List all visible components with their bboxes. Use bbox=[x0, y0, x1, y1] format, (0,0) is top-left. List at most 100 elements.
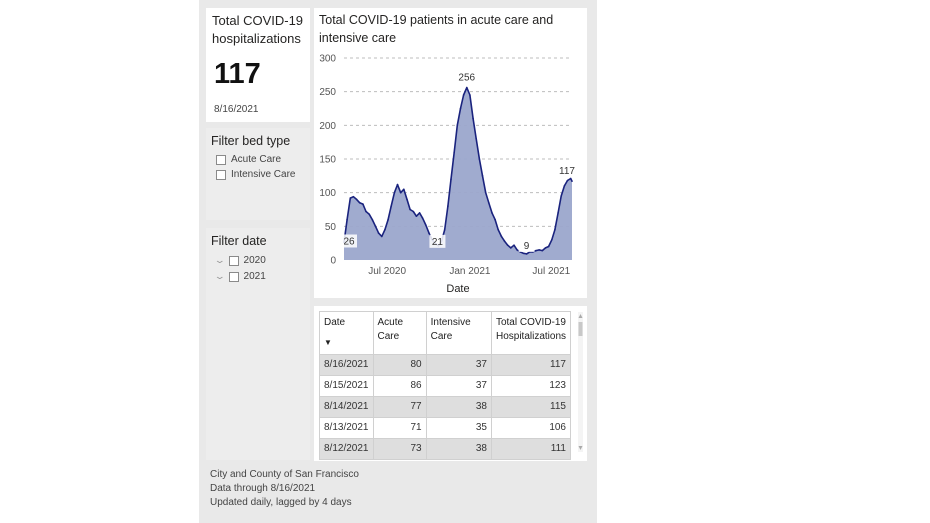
data-point bbox=[538, 249, 540, 251]
table-cell: 111 bbox=[490, 438, 572, 460]
footer-line: Data through 8/16/2021 bbox=[210, 483, 316, 494]
data-point bbox=[450, 178, 452, 180]
data-point bbox=[377, 232, 380, 234]
kpi-title: Total COVID-19 hospitalizations bbox=[212, 13, 304, 46]
chart-title: Total COVID-19 patients in acute care an… bbox=[319, 13, 554, 45]
data-point bbox=[349, 197, 352, 199]
y-tick-label: 250 bbox=[319, 87, 336, 98]
data-label: 21 bbox=[432, 237, 444, 248]
sort-descending-icon[interactable]: ▼ bbox=[324, 338, 332, 347]
data-point bbox=[494, 218, 496, 221]
column-header-date[interactable]: Date ▼ bbox=[319, 311, 374, 355]
table-cell: 73 bbox=[372, 438, 427, 460]
data-table: Date ▼ Acute Care Intensive Care Total C… bbox=[319, 311, 572, 460]
data-point bbox=[491, 212, 493, 214]
table-header-row: Date ▼ Acute Care Intensive Care Total C… bbox=[319, 311, 572, 355]
data-point bbox=[503, 240, 506, 242]
data-point bbox=[510, 247, 512, 249]
table-cell: 8/16/2021 bbox=[319, 354, 374, 376]
data-point bbox=[469, 94, 471, 96]
data-point bbox=[466, 86, 468, 89]
checkbox-icon[interactable] bbox=[228, 271, 239, 282]
filter-bed-type-title: Filter bed type bbox=[211, 134, 291, 148]
data-point bbox=[484, 191, 487, 194]
footer-notes: City and County of San Francisco Data th… bbox=[210, 468, 359, 510]
data-point bbox=[571, 180, 573, 182]
data-point bbox=[368, 213, 370, 215]
data-point bbox=[418, 212, 421, 214]
filter-option-acute-care[interactable]: Acute Care bbox=[216, 154, 281, 165]
chevron-down-icon[interactable]: ⌄ bbox=[213, 255, 226, 265]
data-label-bg bbox=[559, 164, 575, 178]
data-label: 117 bbox=[559, 166, 575, 177]
filter-bed-type-card: Filter bed type Acute Care Intensive Car… bbox=[206, 128, 310, 220]
checkbox-icon[interactable] bbox=[216, 169, 226, 180]
data-point bbox=[551, 239, 553, 241]
data-point bbox=[453, 151, 455, 154]
table-row[interactable]: 8/14/2021 77 38 115 bbox=[319, 396, 572, 418]
data-point bbox=[362, 203, 364, 205]
y-tick-label: 50 bbox=[325, 222, 337, 233]
table-row[interactable]: 8/12/2021 73 38 111 bbox=[319, 438, 572, 460]
table-cell: 38 bbox=[425, 438, 492, 460]
data-point bbox=[415, 215, 418, 217]
table-row[interactable]: 8/15/2021 86 37 123 bbox=[319, 375, 572, 397]
checkbox-icon[interactable] bbox=[228, 255, 239, 266]
scroll-thumb bbox=[578, 322, 583, 336]
column-header-total[interactable]: Total COVID-19 Hospitalizations bbox=[490, 311, 572, 355]
filter-option-label: 2021 bbox=[243, 271, 266, 282]
data-point bbox=[563, 185, 566, 187]
data-point bbox=[459, 107, 462, 110]
scroll-down-icon bbox=[578, 446, 583, 450]
data-point bbox=[352, 195, 355, 198]
data-point bbox=[443, 228, 446, 231]
data-point bbox=[560, 195, 562, 197]
data-point bbox=[544, 247, 547, 249]
chevron-down-icon[interactable]: ⌄ bbox=[213, 271, 226, 281]
table-cell: 71 bbox=[372, 417, 427, 439]
filter-option-intensive-care[interactable]: Intensive Care bbox=[216, 169, 295, 180]
column-header-acute-care[interactable]: Acute Care bbox=[372, 311, 427, 355]
filter-option-label: 2020 bbox=[243, 255, 266, 266]
table-scrollbar[interactable] bbox=[577, 312, 584, 452]
table-card: Date ▼ Acute Care Intensive Care Total C… bbox=[314, 306, 587, 461]
data-point bbox=[406, 198, 408, 201]
data-point bbox=[535, 249, 537, 252]
table-cell: 37 bbox=[425, 354, 492, 376]
data-point bbox=[547, 245, 550, 248]
filter-option-2020[interactable]: ⌄ 2020 bbox=[213, 255, 266, 266]
data-point bbox=[384, 228, 386, 231]
table-row[interactable]: 8/16/2021 80 37 117 bbox=[319, 354, 572, 376]
data-label-bg bbox=[518, 238, 535, 252]
data-point bbox=[456, 124, 459, 127]
data-point bbox=[478, 158, 481, 160]
data-point bbox=[393, 191, 396, 194]
table-cell: 80 bbox=[372, 354, 427, 376]
data-point bbox=[399, 191, 402, 194]
data-point bbox=[358, 202, 361, 204]
data-point bbox=[554, 228, 556, 231]
x-tick-label: Jul 2020 bbox=[368, 266, 406, 277]
table-row[interactable]: 8/13/2021 71 35 106 bbox=[319, 417, 572, 439]
y-tick-label: 0 bbox=[330, 256, 336, 267]
data-point bbox=[557, 212, 559, 214]
data-point bbox=[425, 224, 427, 226]
table-cell: 8/13/2021 bbox=[319, 417, 374, 439]
x-axis-label: Date bbox=[446, 283, 469, 295]
checkbox-icon[interactable] bbox=[216, 154, 226, 165]
table-cell: 8/14/2021 bbox=[319, 396, 374, 418]
data-point bbox=[428, 232, 430, 234]
column-header-label: Date bbox=[324, 317, 346, 328]
filter-option-2021[interactable]: ⌄ 2021 bbox=[213, 271, 266, 282]
scroll-up-icon bbox=[578, 314, 583, 318]
table-cell: 8/12/2021 bbox=[319, 438, 374, 460]
table-cell: 37 bbox=[425, 375, 492, 397]
kpi-value: 117 bbox=[214, 58, 261, 90]
data-point bbox=[365, 210, 367, 213]
y-tick-label: 300 bbox=[319, 54, 336, 65]
y-tick-label: 100 bbox=[319, 188, 336, 199]
column-header-intensive-care[interactable]: Intensive Care bbox=[425, 311, 492, 355]
data-point bbox=[541, 249, 544, 252]
data-point bbox=[346, 218, 348, 221]
data-point bbox=[390, 205, 392, 207]
